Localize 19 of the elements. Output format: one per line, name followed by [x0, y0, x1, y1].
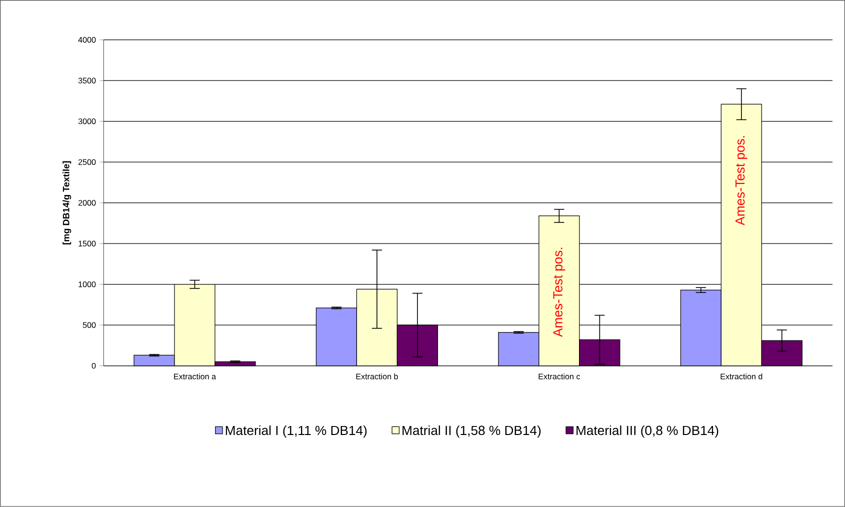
legend-label: Material I (1,11 % DB14) — [226, 426, 367, 438]
x-tick-label: Extraction c — [538, 373, 580, 380]
x-tick-label: Extraction a — [174, 373, 216, 380]
y-tick-label: 2500 — [78, 159, 96, 165]
y-tick-label: 3500 — [78, 78, 96, 84]
y-tick-label: 500 — [82, 322, 96, 328]
y-tick-label: 0 — [92, 363, 96, 369]
legend-label: Matrial II (1,58 % DB14) — [402, 426, 541, 438]
y-tick-label: 3000 — [78, 118, 96, 124]
y-tick-label: 4000 — [78, 37, 96, 43]
annotation: Ames-Test pos. — [553, 248, 566, 337]
x-tick-label: Extraction b — [356, 373, 398, 380]
annotation: Ames-Test pos. — [736, 136, 748, 226]
legend-label: Material III (0,8 % DB14) — [576, 426, 718, 438]
y-axis-title: [mg DB14/g Textile] — [62, 161, 72, 244]
y-tick-label: 1000 — [78, 282, 96, 288]
y-tick-label: 2000 — [78, 200, 96, 206]
y-tick-label: 1500 — [78, 240, 96, 246]
x-tick-label: Extraction d — [720, 373, 762, 380]
